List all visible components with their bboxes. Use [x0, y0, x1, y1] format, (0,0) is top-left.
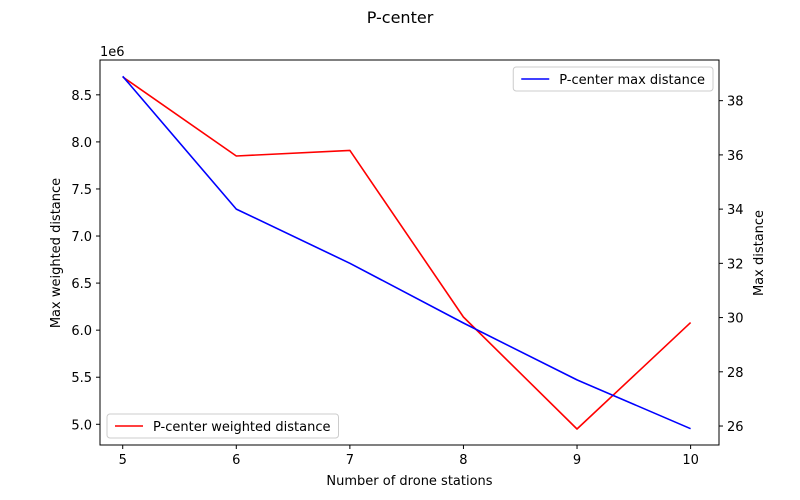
left-y-tick-label-3: 6.5 — [71, 277, 92, 292]
left-y-tick-label-7: 8.5 — [71, 89, 92, 104]
series-line-0 — [122, 76, 692, 430]
right-y-tick-label-4: 34 — [727, 203, 744, 218]
x-tick-label-2: 7 — [346, 453, 354, 468]
legend-0: P-center weighted distance — [106, 413, 339, 439]
x-axis-label: Number of drone stations — [326, 474, 492, 489]
left-y-tick-label-4: 7.0 — [71, 230, 92, 245]
right-y-tick-label-3: 32 — [727, 257, 744, 272]
right-y-tick-label-5: 36 — [727, 149, 744, 164]
left-axis-offset-label: 1e6 — [100, 45, 125, 60]
x-tick-label-1: 6 — [232, 453, 240, 468]
plot-area: 5 6 7 8 9 10 5.0 5.5 6.0 6.5 7.0 7.5 8.0 8.5 26 28 30 32 3… — [71, 59, 744, 468]
legend-label-1: P-center max distance — [559, 73, 705, 88]
series-line-1 — [122, 75, 691, 430]
x-tick-label-0: 5 — [119, 453, 127, 468]
right-y-axis-label: Max distance — [752, 210, 767, 296]
legend-box-0 — [106, 413, 339, 439]
x-tick-label-4: 9 — [573, 453, 581, 468]
legend-box-1 — [512, 66, 714, 92]
chart-title: P-center — [367, 8, 434, 27]
legend-1: P-center max distance — [512, 66, 714, 92]
right-y-tick-label-0: 26 — [727, 420, 744, 435]
right-y-tick-label-1: 28 — [727, 366, 744, 381]
x-tick-label-3: 8 — [459, 453, 467, 468]
right-y-tick-label-6: 38 — [727, 95, 744, 110]
right-y-tick-label-2: 30 — [727, 312, 744, 327]
left-y-tick-label-5: 7.5 — [71, 183, 92, 198]
left-y-tick-label-0: 5.0 — [71, 418, 92, 433]
left-y-tick-label-2: 6.0 — [71, 324, 92, 339]
left-y-axis-label: Max weighted distance — [49, 178, 64, 328]
legend-label-0: P-center weighted distance — [153, 420, 331, 435]
left-y-tick-label-1: 5.5 — [71, 371, 92, 386]
x-tick-label-5: 10 — [682, 453, 699, 468]
left-y-tick-label-6: 8.0 — [71, 136, 92, 151]
plot-frame — [99, 59, 720, 446]
